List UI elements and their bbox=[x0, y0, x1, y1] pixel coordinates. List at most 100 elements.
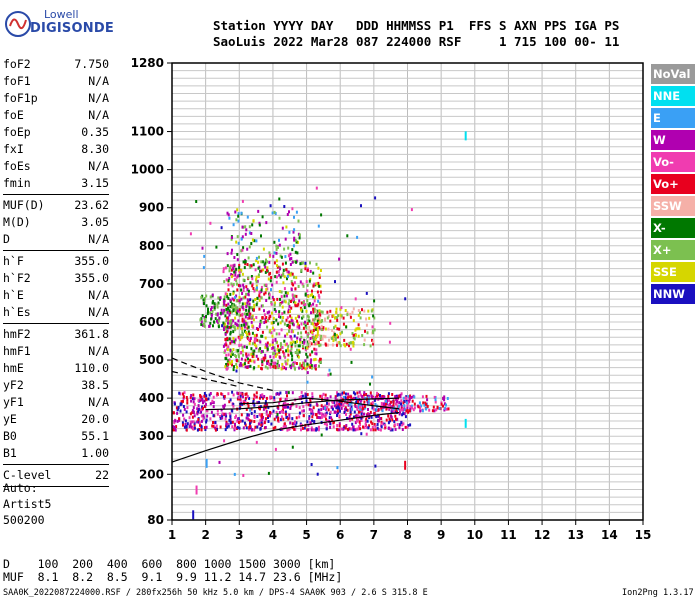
echo-point bbox=[396, 423, 399, 426]
echo-point bbox=[260, 358, 263, 362]
echo-point bbox=[197, 407, 200, 411]
echo-point bbox=[192, 420, 195, 424]
param-row: hmE 110.0 bbox=[3, 360, 109, 377]
echo-point bbox=[244, 329, 246, 333]
echo-point bbox=[275, 332, 278, 336]
echo-point bbox=[230, 354, 232, 358]
echo-point bbox=[359, 423, 361, 427]
echo-point bbox=[244, 358, 247, 362]
echo-point bbox=[303, 361, 306, 365]
echo-point bbox=[243, 325, 246, 329]
echo-point bbox=[189, 412, 192, 416]
echo-point bbox=[198, 421, 201, 425]
echo-point bbox=[182, 395, 185, 399]
echo-point bbox=[237, 353, 240, 357]
echo-point bbox=[226, 348, 229, 352]
echo-point bbox=[247, 353, 250, 357]
echo-point bbox=[182, 405, 185, 408]
echo-point bbox=[445, 403, 447, 407]
echo-point bbox=[306, 346, 309, 350]
echo-point bbox=[435, 408, 438, 412]
echo-point bbox=[244, 392, 247, 396]
echo-point bbox=[223, 406, 226, 410]
param-name: fmin bbox=[3, 176, 31, 190]
echo-point bbox=[234, 424, 236, 428]
echo-point bbox=[269, 271, 272, 275]
echo-point bbox=[256, 301, 259, 305]
echo-point bbox=[348, 344, 350, 348]
echo-point bbox=[227, 307, 230, 311]
echo-point bbox=[259, 405, 262, 409]
echo-point bbox=[371, 422, 374, 426]
echo-point bbox=[212, 421, 214, 424]
echo-point bbox=[334, 396, 337, 400]
echo-point bbox=[320, 433, 323, 437]
echo-point bbox=[281, 300, 284, 304]
echo-point bbox=[219, 297, 221, 301]
echo-point bbox=[387, 426, 390, 430]
echo-point bbox=[227, 302, 230, 306]
echo-point bbox=[266, 318, 269, 322]
echo-point bbox=[224, 341, 227, 345]
echo-point bbox=[221, 414, 224, 418]
echo-point bbox=[192, 397, 194, 401]
echo-point bbox=[262, 396, 264, 400]
echo-point bbox=[298, 326, 301, 330]
echo-point bbox=[346, 396, 349, 400]
echo-point bbox=[221, 311, 224, 315]
echo-point bbox=[298, 366, 301, 370]
echo-point bbox=[261, 413, 264, 417]
echo-point bbox=[310, 409, 313, 413]
echo-point bbox=[243, 345, 246, 349]
echo-point bbox=[329, 410, 332, 414]
echo-points bbox=[172, 131, 467, 520]
echo-point bbox=[186, 401, 189, 405]
echo-point bbox=[235, 309, 238, 313]
echo-point bbox=[292, 283, 295, 287]
echo-point bbox=[201, 398, 204, 402]
echo-point bbox=[278, 216, 281, 220]
echo-point bbox=[307, 302, 310, 306]
echo-point bbox=[286, 316, 289, 320]
echo-point bbox=[280, 255, 283, 259]
echo-point bbox=[305, 395, 308, 399]
echo-point bbox=[255, 344, 258, 348]
echo-point bbox=[209, 295, 212, 299]
echo-point bbox=[286, 347, 289, 351]
echo-point bbox=[189, 395, 192, 399]
echo-point bbox=[258, 298, 261, 302]
echo-point bbox=[332, 401, 335, 405]
echo-point bbox=[232, 324, 234, 328]
echo-point bbox=[326, 419, 329, 423]
echo-point bbox=[304, 324, 307, 328]
echo-point bbox=[199, 395, 202, 399]
echo-point bbox=[258, 413, 261, 417]
echo-point bbox=[236, 311, 238, 315]
echo-point bbox=[200, 419, 203, 423]
echo-point bbox=[371, 375, 374, 379]
echo-point bbox=[212, 414, 215, 418]
echo-point bbox=[405, 399, 408, 403]
echo-point bbox=[237, 219, 240, 223]
echo-point bbox=[266, 366, 269, 370]
echo-point bbox=[326, 423, 328, 427]
legend-item: X+ bbox=[651, 240, 695, 260]
echo-point bbox=[404, 408, 407, 412]
legend-item: SSE bbox=[651, 262, 695, 282]
echo-point bbox=[246, 263, 249, 266]
echo-point bbox=[270, 321, 273, 325]
echo-point bbox=[213, 307, 216, 311]
param-name: yE bbox=[3, 412, 17, 426]
echo-point bbox=[225, 343, 228, 347]
echo-point bbox=[252, 352, 255, 356]
echo-point bbox=[337, 392, 340, 396]
echo-point bbox=[235, 218, 238, 222]
echo-point bbox=[295, 421, 298, 425]
param-separator bbox=[3, 323, 109, 324]
echo-point bbox=[321, 415, 324, 419]
echo-point bbox=[279, 303, 281, 307]
echo-point bbox=[193, 397, 196, 401]
echo-point bbox=[293, 238, 296, 242]
echo-point bbox=[255, 239, 258, 243]
echo-point bbox=[315, 352, 318, 356]
